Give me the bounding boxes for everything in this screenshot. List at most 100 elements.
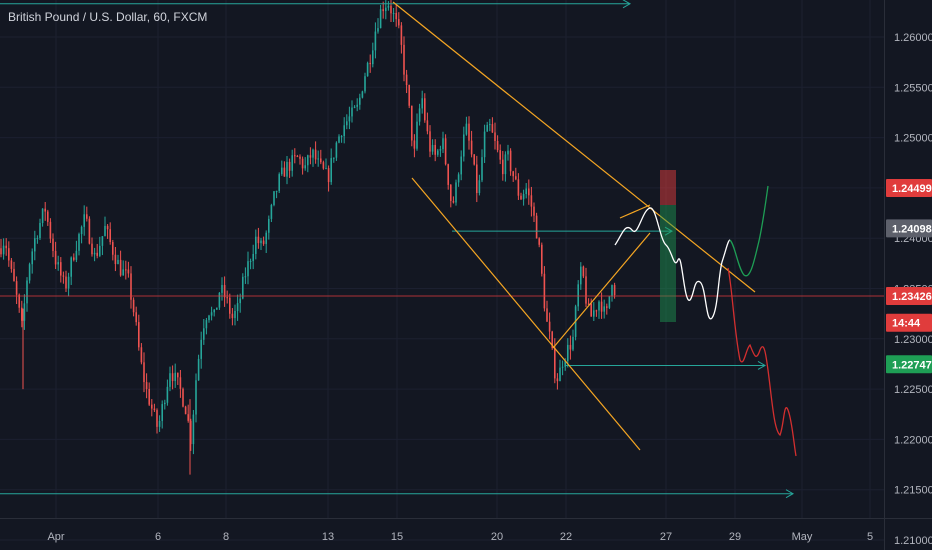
- candle-body: [546, 308, 548, 322]
- candle-body: [112, 242, 114, 255]
- candle-body: [361, 91, 364, 98]
- candle-body: [582, 266, 585, 277]
- candle-body: [325, 168, 327, 170]
- price-axis[interactable]: 1.260001.255001.250001.245001.240001.235…: [884, 0, 932, 550]
- candle-body: [611, 285, 613, 297]
- candle-body: [190, 420, 192, 445]
- candle-body: [166, 386, 169, 403]
- price-tag[interactable]: [886, 313, 932, 332]
- candle-body: [572, 336, 574, 350]
- candle-body: [335, 142, 338, 158]
- candle-body: [210, 312, 213, 316]
- candle-body: [161, 404, 163, 421]
- candle-body: [468, 123, 470, 141]
- candle-body: [304, 165, 306, 169]
- candle-body: [80, 226, 83, 235]
- time-tick-label: 15: [391, 531, 403, 543]
- candle-body: [598, 301, 600, 311]
- price-tick-label: 1.23000: [894, 334, 932, 346]
- candle-body: [548, 321, 551, 332]
- candle-body: [515, 176, 517, 180]
- ray-arrow-icon: [785, 489, 795, 499]
- candle-body: [520, 195, 522, 200]
- candle-body: [559, 367, 561, 382]
- candle-body: [171, 373, 174, 382]
- candle-body: [283, 167, 286, 177]
- candle-body: [301, 158, 304, 169]
- price-tag[interactable]: [886, 286, 932, 305]
- candle-body: [151, 404, 153, 409]
- candle-body: [213, 309, 215, 313]
- candle-body: [52, 238, 54, 251]
- candle-body: [489, 124, 491, 126]
- candle-body: [182, 388, 184, 407]
- position-target-zone[interactable]: [660, 205, 676, 322]
- candle-body: [117, 259, 119, 265]
- candle-body: [218, 292, 221, 308]
- price-tag[interactable]: [886, 355, 932, 374]
- price-tick-label: 1.22500: [894, 384, 932, 396]
- projection-path-red[interactable]: [727, 267, 797, 457]
- candle-body: [15, 281, 18, 295]
- candle-body: [26, 280, 28, 304]
- price-tag-label: 1.22747: [892, 359, 932, 371]
- time-tick-label: 29: [729, 531, 741, 543]
- price-tick-label: 1.25000: [894, 133, 932, 145]
- candle-body: [442, 138, 444, 150]
- symbol-title[interactable]: British Pound / U.S. Dollar, 60, FXCM: [8, 10, 208, 24]
- candle-body: [473, 154, 475, 165]
- candle-body: [434, 144, 436, 155]
- ray-arrow-icon: [622, 0, 632, 9]
- candle-body: [47, 211, 49, 222]
- candle-body: [509, 150, 512, 172]
- candle-body: [413, 140, 416, 149]
- candle-body: [106, 225, 109, 230]
- candle-body: [10, 260, 13, 269]
- candle-body: [205, 320, 208, 329]
- price-tag-label: 1.24499: [892, 183, 932, 195]
- candle-body: [564, 361, 566, 367]
- candle-body: [608, 296, 611, 308]
- trend-line[interactable]: [411, 177, 641, 451]
- projection-path-white[interactable]: [614, 207, 731, 320]
- candle-body: [486, 124, 488, 132]
- candle-body: [561, 366, 564, 368]
- ray-arrow-icon: [664, 226, 674, 236]
- time-tick-label: 13: [322, 531, 334, 543]
- time-tick-label: Apr: [47, 531, 64, 543]
- price-tag[interactable]: [886, 219, 932, 238]
- candle-body: [86, 214, 88, 219]
- candle-body: [104, 225, 106, 237]
- trend-line[interactable]: [552, 232, 651, 349]
- price-tag[interactable]: [886, 179, 932, 198]
- candle-body: [314, 149, 317, 160]
- candle-body: [418, 108, 421, 122]
- candle-body: [554, 348, 556, 379]
- price-tag-label: 14:44: [892, 318, 921, 330]
- candle-body: [36, 238, 39, 240]
- position-stop-zone[interactable]: [660, 170, 676, 205]
- candle-body: [268, 218, 270, 233]
- candle-body: [364, 76, 366, 92]
- candle-body: [359, 97, 361, 105]
- candle-body: [273, 191, 275, 205]
- time-axis[interactable]: Apr 6 8 13 15 20 22 27 29 May 5: [0, 518, 932, 544]
- candle-body: [44, 208, 46, 212]
- candle-body: [244, 276, 247, 278]
- candle-body: [528, 188, 530, 196]
- candle-body: [408, 85, 410, 106]
- candle-body: [444, 138, 447, 165]
- candle-body: [260, 240, 262, 244]
- candle-body: [416, 121, 418, 149]
- candle-body: [221, 285, 223, 293]
- drawings-layer[interactable]: [0, 0, 884, 499]
- candle-body: [203, 328, 205, 340]
- trend-line[interactable]: [619, 204, 651, 219]
- candle-body: [603, 306, 605, 312]
- trend-line[interactable]: [392, 1, 756, 293]
- candle-body: [70, 257, 72, 277]
- candle-body: [187, 414, 189, 421]
- projection-path-green[interactable]: [729, 185, 769, 277]
- candle-body: [395, 13, 397, 20]
